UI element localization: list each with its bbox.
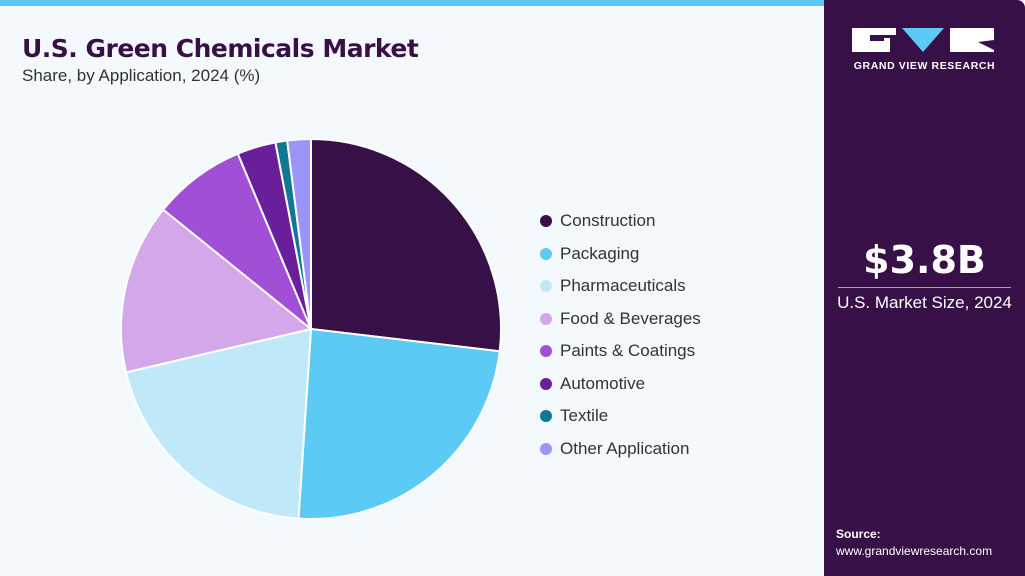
pie-slice-other-application [286,137,312,330]
legend-swatch [540,312,552,325]
source-label: Source: [836,527,881,541]
pie-chart [120,137,502,520]
legend-item: Construction [540,205,701,238]
legend-swatch [540,345,552,358]
legend-label: Paints & Coatings [560,341,696,361]
legend-label: Pharmaceuticals [560,276,686,296]
market-size-label: U.S. Market Size, 2024 [837,293,1012,312]
pie-slice-paints-coatings [161,152,312,330]
legend-swatch [540,247,552,260]
source: Source: www.grandviewresearch.com [836,526,992,560]
chart-title: U.S. Green Chemicals Market [22,34,419,63]
legend-label: Textile [560,406,609,426]
source-url[interactable]: www.grandviewresearch.com [836,544,993,558]
pie-slice-pharmaceuticals [124,327,313,520]
legend-swatch [540,410,552,423]
legend-label: Construction [560,211,656,231]
legend-label: Automotive [560,373,646,393]
pie-slice-packaging [297,327,501,520]
brand-name: GRAND VIEW RESEARCH [853,60,996,72]
side-panel: GRAND VIEW RESEARCH $3.8B U.S. Market Si… [824,0,1025,576]
legend-item: Food & Beverages [540,303,701,336]
legend-item: Other Application [540,433,701,466]
legend: Construction Packaging Pharmaceuticals Food… [540,205,701,465]
legend-swatch [540,442,552,455]
gvr-logo [852,28,994,52]
legend-label: Packaging [560,243,640,263]
legend-item: Automotive [540,368,701,401]
pie-slice-food-beverages [120,208,314,374]
legend-swatch [540,215,552,228]
legend-swatch [540,377,552,390]
pie-slice-construction [310,137,502,353]
legend-item: Pharmaceuticals [540,270,701,303]
legend-item: Paints & Coatings [540,335,701,368]
market-size: $3.8B [863,238,986,282]
legend-label: Food & Beverages [560,308,701,328]
legend-swatch [540,280,552,293]
legend-label: Other Application [560,438,690,458]
divider [838,287,1011,288]
chart-subtitle: Share, by Application, 2024 (%) [22,66,261,85]
legend-item: Packaging [540,238,701,271]
legend-item: Textile [540,400,701,433]
